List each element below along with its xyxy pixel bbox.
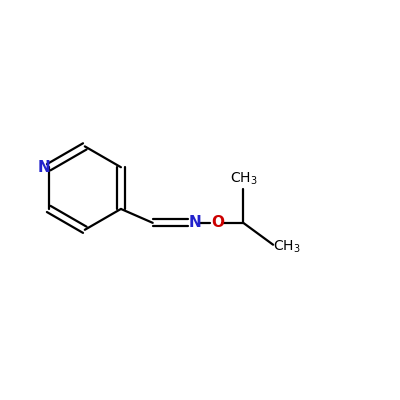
- Text: N: N: [188, 214, 201, 230]
- Text: CH$_3$: CH$_3$: [230, 171, 258, 187]
- Text: O: O: [211, 215, 224, 230]
- Text: CH$_3$: CH$_3$: [273, 238, 301, 255]
- Text: N: N: [38, 160, 50, 175]
